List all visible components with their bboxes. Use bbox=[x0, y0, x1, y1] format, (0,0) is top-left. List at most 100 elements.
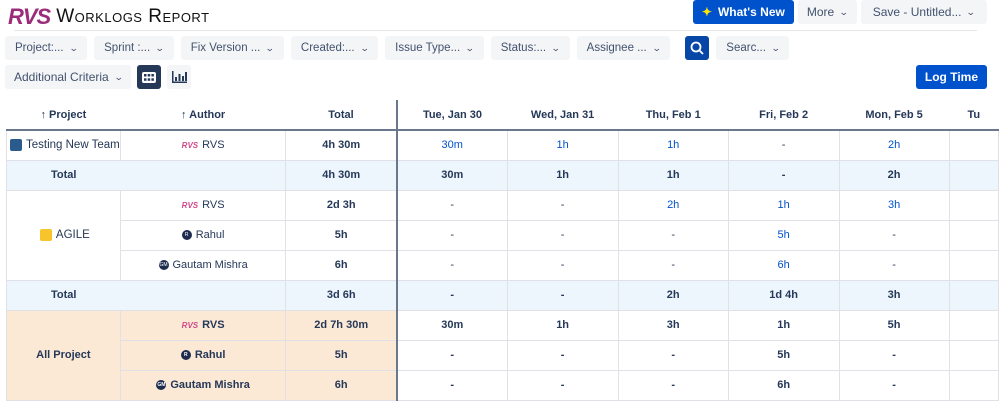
total-cell: 6h bbox=[285, 249, 398, 281]
chevron-down-icon: ⌄ bbox=[465, 42, 475, 53]
day-cell: 1d 4h bbox=[727, 279, 840, 311]
more-button[interactable]: More ⌄ bbox=[797, 0, 857, 24]
filter-dropdown[interactable]: Status:... ⌄ bbox=[490, 36, 570, 60]
total-cell: 2d 3h bbox=[285, 189, 398, 221]
search-filter-dropdown[interactable]: Searc... ⌄ bbox=[716, 36, 790, 60]
sort-arrow-icon[interactable]: ↑ bbox=[40, 108, 49, 121]
grid-icon bbox=[142, 71, 157, 83]
day-cell: - bbox=[727, 129, 840, 161]
day-cell: - bbox=[506, 249, 619, 281]
filter-dropdown[interactable]: Project:... ⌄ bbox=[5, 36, 88, 60]
filter-label: Status:... bbox=[500, 42, 547, 54]
filter-dropdown[interactable]: Fix Version ... ⌄ bbox=[180, 36, 284, 60]
avatar: GM bbox=[156, 380, 167, 391]
author-name: Gautam Mishra bbox=[170, 379, 250, 391]
whats-new-button[interactable]: ✦ What's New bbox=[692, 0, 794, 24]
author-cell: RVS RVS bbox=[119, 129, 287, 161]
day-cell[interactable]: 1h bbox=[617, 129, 729, 161]
filter-dropdown[interactable]: Created:... ⌄ bbox=[290, 36, 379, 60]
chart-view-button[interactable] bbox=[167, 65, 192, 89]
author-name: RVS bbox=[202, 199, 225, 211]
author: RVS RVS bbox=[182, 139, 225, 151]
column-header: Mon, Feb 5 bbox=[839, 100, 950, 131]
agile-icon bbox=[39, 228, 52, 241]
table-header-row: ↑ Project ↑ Author Total Tue, Jan 30 Wed, Ja… bbox=[6, 100, 999, 131]
filter-dropdown[interactable]: Sprint :... ⌄ bbox=[94, 36, 174, 60]
avatar: R bbox=[180, 350, 191, 361]
worklog-table: ↑ Project ↑ Author Total Tue, Jan 30 Wed, Ja… bbox=[5, 100, 999, 401]
day-cell bbox=[948, 279, 999, 311]
chevron-down-icon: ⌄ bbox=[651, 42, 662, 53]
author-cell: RVS RVS bbox=[119, 309, 287, 341]
author-cell: GM Gautam Mishra bbox=[119, 249, 287, 281]
day-cell: - bbox=[506, 369, 619, 401]
project-cell: AGILE bbox=[6, 189, 121, 281]
day-cell: 3h bbox=[838, 279, 950, 311]
day-cell: - bbox=[506, 189, 619, 221]
chevron-down-icon: ⌄ bbox=[770, 42, 781, 53]
author: GM Gautam Mishra bbox=[158, 259, 248, 271]
day-cell: 2h bbox=[617, 279, 729, 311]
column-label: Fri, Feb 2 bbox=[759, 108, 809, 121]
save-button[interactable]: Save - Untitled... ⌄ bbox=[860, 0, 987, 24]
day-cell[interactable]: 6h bbox=[727, 249, 840, 281]
column-label: Wed, Jan 31 bbox=[530, 108, 595, 121]
table-view-button[interactable] bbox=[137, 65, 162, 89]
column-header[interactable]: ↑ Project bbox=[6, 100, 121, 131]
day-cell: - bbox=[396, 369, 508, 401]
log-time-button[interactable]: Log Time bbox=[915, 65, 987, 89]
sparkle-icon: ✦ bbox=[701, 5, 712, 19]
table-row: Testing New Team RVS RVS 4h 30m 30m 1h 1h -2h bbox=[6, 129, 999, 161]
column-label: Project bbox=[49, 108, 87, 121]
day-cell: - bbox=[506, 339, 619, 371]
filter-dropdown[interactable]: Issue Type... ⌄ bbox=[385, 36, 484, 60]
author: R Rahul bbox=[181, 229, 224, 241]
day-cell: - bbox=[506, 279, 619, 311]
total-cell: 4h 30m bbox=[285, 129, 398, 161]
day-cell bbox=[948, 219, 999, 251]
column-header: Wed, Jan 31 bbox=[507, 100, 619, 131]
table-row: AGILE RVS RVS 2d 3h - -2h 1h 3h bbox=[6, 189, 999, 281]
rvs-logo: RVS bbox=[8, 4, 51, 29]
day-cell: - bbox=[838, 249, 950, 281]
day-cell: 5h bbox=[838, 309, 950, 341]
search-icon bbox=[690, 41, 704, 55]
all-project-row: GM Gautam Mishra 6h - - -6h - bbox=[7, 369, 999, 401]
day-cell[interactable]: 2h bbox=[838, 129, 950, 161]
author-cell: R Rahul bbox=[119, 339, 287, 371]
day-cell: - bbox=[838, 219, 950, 251]
rvs-avatar-icon: RVS bbox=[181, 201, 199, 210]
project-total-row: Total 3d 6h - -2h 1d 4h 3h bbox=[5, 279, 999, 311]
day-cell bbox=[948, 129, 999, 161]
day-cell: 1h bbox=[506, 159, 619, 191]
day-cell[interactable]: 2h bbox=[617, 189, 729, 221]
total-cell: 3d 6h bbox=[285, 279, 398, 311]
column-header: Thu, Feb 1 bbox=[618, 100, 729, 131]
project-total-row: Total 4h 30m 30m 1h 1h -2h bbox=[5, 159, 999, 191]
table-row: GM Gautam Mishra 6h - - -6h - bbox=[7, 249, 999, 281]
day-cell[interactable]: 30m bbox=[396, 129, 508, 161]
chevron-down-icon: ⌄ bbox=[359, 42, 370, 53]
search-button[interactable] bbox=[685, 36, 710, 60]
column-label: Total bbox=[328, 108, 354, 121]
filter-label: Created:... bbox=[300, 42, 355, 54]
filter-label: Project:... bbox=[15, 42, 64, 54]
avatar: R bbox=[181, 230, 192, 241]
day-cell[interactable]: 5h bbox=[727, 219, 840, 251]
filter-dropdown[interactable]: Assignee ... ⌄ bbox=[576, 36, 671, 60]
day-cell: - bbox=[727, 159, 840, 191]
day-cell[interactable]: 1h bbox=[506, 129, 619, 161]
all-project-row: R Rahul 5h - - -5h - bbox=[7, 339, 999, 371]
sort-arrow-icon[interactable]: ↑ bbox=[181, 108, 190, 121]
day-cell bbox=[948, 159, 999, 191]
column-header[interactable]: ↑ Author bbox=[120, 100, 286, 131]
additional-criteria-dropdown[interactable]: Additional Criteria ⌄ bbox=[5, 65, 132, 89]
total-label: Total bbox=[5, 279, 287, 311]
day-cell[interactable]: 3h bbox=[838, 189, 950, 221]
day-cell bbox=[948, 189, 999, 221]
author-name: Rahul bbox=[194, 349, 226, 361]
author-cell: RVS RVS bbox=[119, 189, 287, 221]
total-cell: 5h bbox=[285, 219, 398, 251]
day-cell[interactable]: 1h bbox=[727, 189, 840, 221]
day-cell: 6h bbox=[727, 369, 840, 401]
